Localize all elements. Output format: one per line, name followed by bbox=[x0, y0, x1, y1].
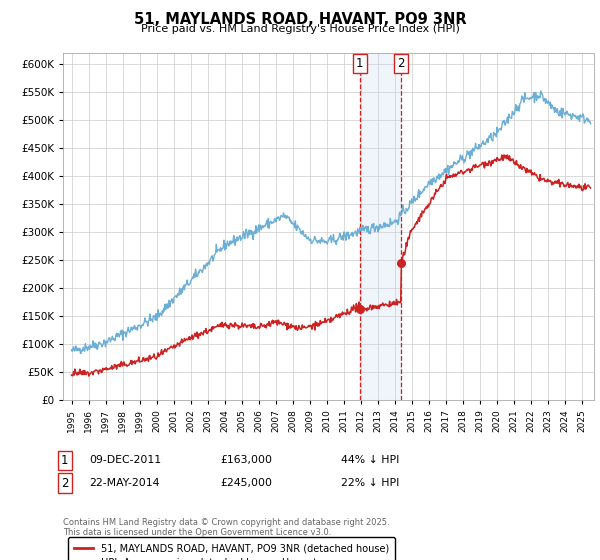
Text: Price paid vs. HM Land Registry's House Price Index (HPI): Price paid vs. HM Land Registry's House … bbox=[140, 24, 460, 34]
Legend: 51, MAYLANDS ROAD, HAVANT, PO9 3NR (detached house), HPI: Average price, detache: 51, MAYLANDS ROAD, HAVANT, PO9 3NR (deta… bbox=[68, 537, 395, 560]
Text: 09-DEC-2011: 09-DEC-2011 bbox=[89, 455, 161, 465]
Text: 51, MAYLANDS ROAD, HAVANT, PO9 3NR: 51, MAYLANDS ROAD, HAVANT, PO9 3NR bbox=[134, 12, 466, 27]
Text: 1: 1 bbox=[356, 57, 364, 70]
Text: £245,000: £245,000 bbox=[221, 478, 273, 488]
Text: £163,000: £163,000 bbox=[221, 455, 273, 465]
Text: 44% ↓ HPI: 44% ↓ HPI bbox=[341, 455, 399, 465]
Text: 22% ↓ HPI: 22% ↓ HPI bbox=[341, 478, 399, 488]
Bar bbox=[359, 53, 401, 400]
Text: 2: 2 bbox=[398, 57, 405, 70]
Text: Contains HM Land Registry data © Crown copyright and database right 2025.
This d: Contains HM Land Registry data © Crown c… bbox=[63, 518, 389, 538]
Text: 2: 2 bbox=[61, 477, 68, 490]
Text: 22-MAY-2014: 22-MAY-2014 bbox=[89, 478, 160, 488]
Text: 1: 1 bbox=[61, 454, 68, 467]
